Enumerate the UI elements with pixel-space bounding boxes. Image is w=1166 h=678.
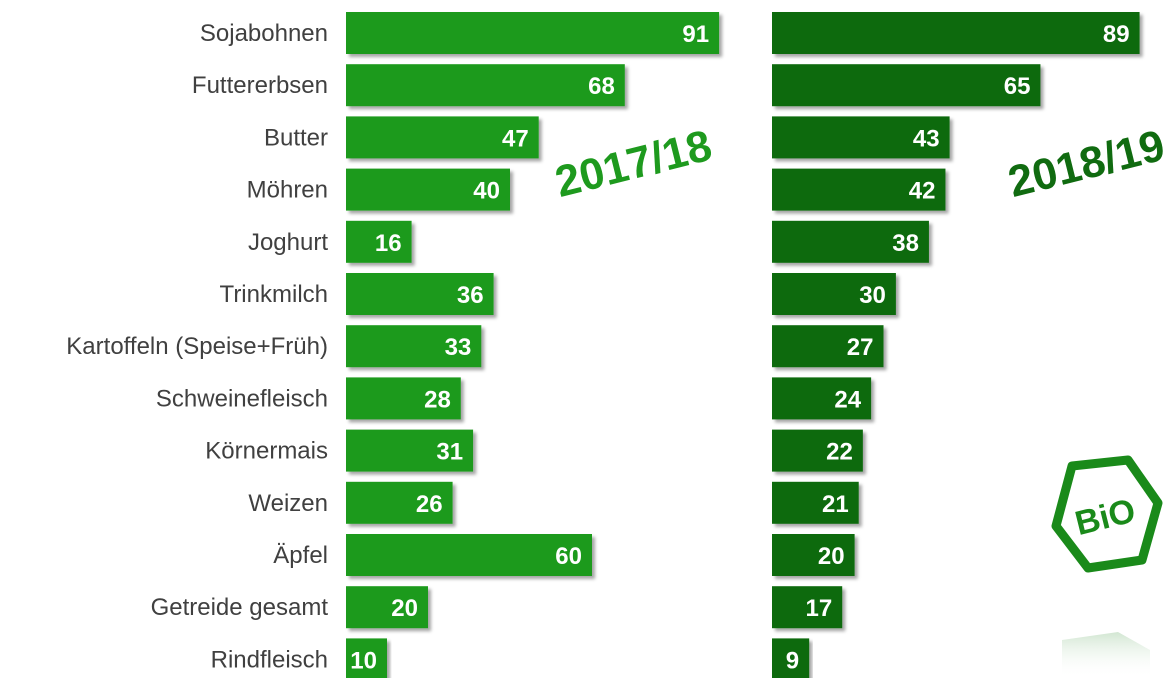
bar-right: [772, 64, 1041, 107]
data-label-right: 89: [1103, 21, 1130, 48]
bar-left: [346, 168, 510, 211]
category-label: Joghurt: [248, 229, 328, 256]
bar-left: [346, 220, 412, 263]
data-label-left: 20: [391, 595, 418, 622]
period-label-2018-19: 2018/19: [1003, 121, 1166, 207]
data-label-right: 9: [786, 647, 799, 674]
data-label-right: 42: [909, 178, 936, 205]
bar-left: [346, 64, 625, 107]
data-label-left: 40: [473, 178, 500, 205]
category-label: Trinkmilch: [220, 281, 328, 308]
bar-right: [772, 325, 884, 368]
data-label-left: 60: [555, 543, 582, 570]
bar-right: [772, 534, 855, 576]
bar-right: [772, 168, 946, 211]
data-label-right: 21: [822, 491, 849, 518]
data-label-left: 91: [682, 21, 709, 48]
data-label-right: 38: [892, 230, 919, 257]
data-label-left: 33: [445, 334, 472, 361]
bar-right: [772, 116, 950, 159]
bar-left: [346, 12, 720, 54]
data-label-left: 10: [350, 647, 377, 674]
category-label: Äpfel: [273, 542, 328, 569]
data-label-left: 47: [502, 125, 529, 152]
period-label-2017-18: 2017/18: [550, 121, 716, 207]
bar-left: [346, 116, 539, 159]
data-label-left: 68: [588, 73, 615, 100]
data-label-left: 28: [424, 386, 451, 413]
category-label: Getreide gesamt: [151, 594, 329, 621]
bar-left: [346, 429, 474, 472]
data-label-right: 20: [818, 543, 845, 570]
data-label-left: 31: [436, 439, 463, 466]
data-label-right: 27: [847, 334, 874, 361]
category-label: Weizen: [248, 490, 328, 517]
category-label: Körnermais: [205, 438, 328, 465]
bar-right: [772, 377, 872, 420]
category-label: Kartoffeln (Speise+Früh): [66, 333, 328, 360]
data-label-right: 43: [913, 125, 940, 152]
bar-right: [772, 12, 1140, 54]
bar-left: [346, 534, 592, 576]
bar-right: [772, 273, 896, 315]
category-label: Sojabohnen: [200, 20, 328, 47]
bar-right: [772, 429, 863, 472]
bar-right: [772, 481, 859, 524]
data-label-right: 24: [834, 386, 861, 413]
bar-right: [772, 586, 843, 629]
bar-left: [346, 273, 494, 315]
data-label-right: 65: [1004, 73, 1031, 100]
category-label: Butter: [264, 124, 328, 151]
category-label: Möhren: [247, 177, 328, 204]
category-label: Schweinefleisch: [156, 385, 328, 412]
bar-left: [346, 638, 387, 678]
bio-logo-icon: BiO: [1051, 455, 1163, 678]
data-label-left: 16: [375, 230, 402, 257]
bar-right: [772, 638, 810, 678]
category-label: Futtererbsen: [192, 72, 328, 99]
data-label-right: 22: [826, 439, 853, 466]
data-label-left: 36: [457, 282, 484, 309]
bar-left: [346, 586, 428, 629]
bar-left: [346, 481, 453, 524]
data-label-right: 30: [859, 282, 886, 309]
bar-left: [346, 377, 461, 420]
bar-right: [772, 220, 929, 263]
category-label: Rindfleisch: [211, 646, 328, 673]
data-label-right: 17: [806, 595, 833, 622]
data-label-left: 26: [416, 491, 443, 518]
bar-left: [346, 325, 482, 368]
